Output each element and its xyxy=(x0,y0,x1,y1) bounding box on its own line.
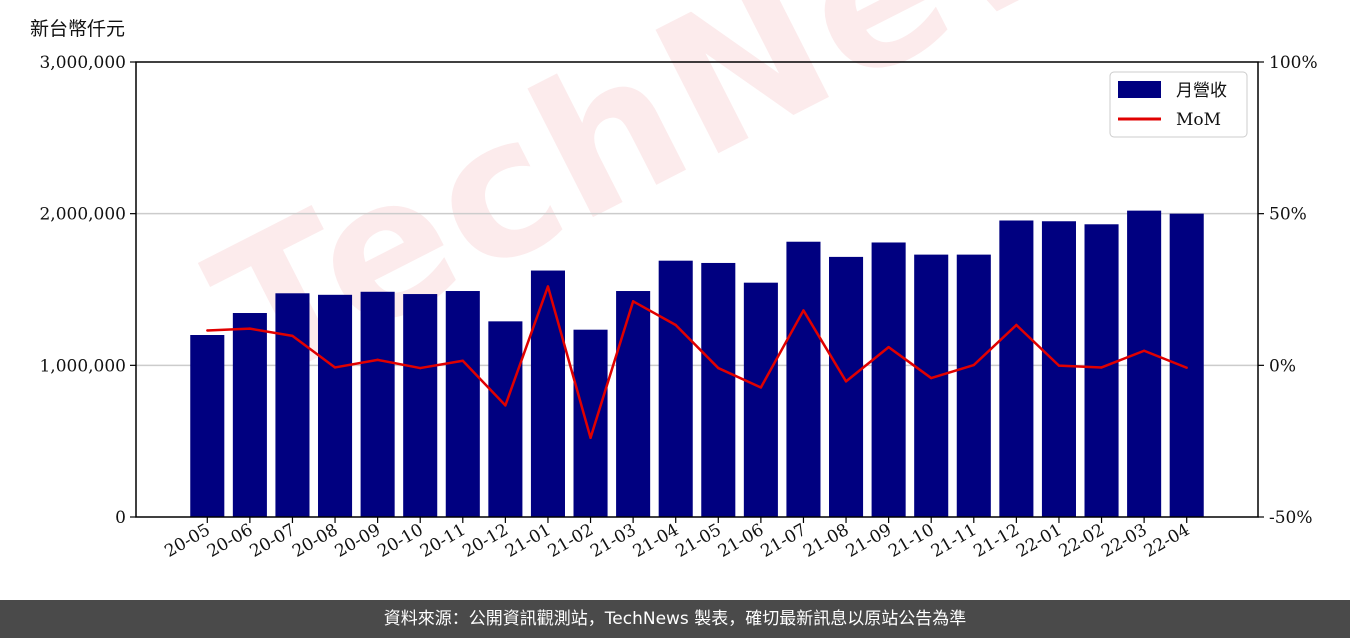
bar-21-02 xyxy=(573,329,608,517)
bar-20-06 xyxy=(232,313,267,517)
mom-point-22-01 xyxy=(1057,364,1061,367)
bar-21-01 xyxy=(530,270,565,517)
x-tick-label: 21-11 xyxy=(928,520,980,562)
x-tick-label: 21-03 xyxy=(587,520,639,562)
x-tick-label: 22-04 xyxy=(1141,520,1193,562)
y-axis-unit-label: 新台幣仟元 xyxy=(30,18,126,40)
x-tick-label: 21-01 xyxy=(502,520,554,562)
mom-point-21-09 xyxy=(887,345,890,349)
legend-label-bar: 月營收 xyxy=(1176,81,1227,101)
x-tick-label: 21-12 xyxy=(970,520,1022,562)
mom-line xyxy=(207,285,1188,440)
mom-point-20-11 xyxy=(461,359,464,362)
x-tick-label: 21-06 xyxy=(715,520,767,562)
bar-20-12 xyxy=(488,321,523,517)
x-tick-label: 20-10 xyxy=(374,520,426,562)
legend-label-line: MoM xyxy=(1176,110,1221,130)
x-tick-label: 21-02 xyxy=(545,520,597,562)
x-tick-label: 22-03 xyxy=(1098,520,1150,562)
x-tick-label: 20-07 xyxy=(247,520,299,562)
bar-20-07 xyxy=(275,293,310,517)
x-tick-label: 20-08 xyxy=(289,520,341,562)
x-tick-label: 20-05 xyxy=(161,520,213,562)
mom-point-21-08 xyxy=(844,380,848,383)
mom-point-20-06 xyxy=(248,327,252,330)
mom-point-20-07 xyxy=(291,334,294,338)
x-tick-label: 21-07 xyxy=(758,520,810,562)
plot-frame xyxy=(135,61,1259,518)
x-tick-label: 20-06 xyxy=(204,520,256,562)
x-tick-label: 20-12 xyxy=(459,520,511,562)
bar-20-11 xyxy=(445,291,480,517)
x-tick-label: 20-11 xyxy=(417,520,469,562)
y2-tick-label: 0% xyxy=(1269,356,1296,376)
bar-20-10 xyxy=(403,294,438,517)
source-footer: 資料來源：公開資訊觀測站，TechNews 製表，確切最新訊息以原站公告為準 xyxy=(0,600,1350,638)
mom-point-22-03 xyxy=(1142,349,1146,352)
x-axis: 20-0520-0620-0720-0820-0920-1020-1120-12… xyxy=(161,517,1193,562)
bar-22-02 xyxy=(1084,224,1119,518)
bar-20-05 xyxy=(190,335,225,517)
bar-20-08 xyxy=(318,294,353,517)
revenue-bars xyxy=(190,210,1204,518)
bar-21-12 xyxy=(999,220,1034,517)
bar-21-03 xyxy=(616,291,651,517)
x-tick-label: 21-08 xyxy=(800,520,852,562)
bar-21-10 xyxy=(914,254,949,517)
mom-point-21-02 xyxy=(589,436,592,440)
right-y-axis: -50% 0% 50% 100% xyxy=(1258,53,1318,528)
y-tick-label: 0 xyxy=(115,508,126,528)
mom-point-21-01 xyxy=(546,285,550,288)
bar-22-04 xyxy=(1169,213,1204,517)
bar-21-06 xyxy=(743,282,778,517)
mom-point-21-05 xyxy=(717,366,720,370)
bar-21-07 xyxy=(786,241,821,517)
y-tick-label: 1,000,000 xyxy=(39,356,126,376)
y2-tick-label: 100% xyxy=(1269,53,1318,73)
mom-point-22-02 xyxy=(1100,366,1103,369)
mom-point-22-04 xyxy=(1185,366,1188,369)
bar-22-01 xyxy=(1041,221,1076,517)
mom-point-21-11 xyxy=(972,363,975,367)
mom-point-21-04 xyxy=(674,323,677,327)
x-tick-label: 20-09 xyxy=(332,520,384,562)
x-tick-label: 21-05 xyxy=(672,520,724,562)
x-tick-label: 22-01 xyxy=(1013,520,1065,562)
bar-21-11 xyxy=(956,254,991,517)
y-tick-label: 2,000,000 xyxy=(39,205,126,225)
y2-tick-label: -50% xyxy=(1269,508,1313,528)
bar-22-03 xyxy=(1127,210,1162,517)
y2-tick-label: 50% xyxy=(1269,205,1307,225)
mom-point-20-12 xyxy=(504,404,507,407)
x-tick-label: 21-10 xyxy=(885,520,937,562)
mom-point-20-10 xyxy=(419,366,422,370)
bar-21-05 xyxy=(701,262,736,517)
bar-20-09 xyxy=(360,291,395,517)
x-tick-label: 22-02 xyxy=(1056,520,1108,562)
y-tick-label: 3,000,000 xyxy=(39,53,126,73)
mom-line-layer xyxy=(206,285,1188,440)
left-y-axis: 0 1,000,000 2,000,000 3,000,000 xyxy=(39,53,136,528)
mom-point-20-08 xyxy=(333,366,337,369)
legend: 月營收 MoM xyxy=(1109,71,1248,138)
mom-point-20-05 xyxy=(206,329,209,332)
revenue-chart: 0 1,000,000 2,000,000 3,000,000 -50% 0% 50% 10… xyxy=(39,53,1318,562)
x-tick-label: 21-04 xyxy=(630,520,682,562)
bar-21-09 xyxy=(871,242,906,517)
x-tick-label: 21-09 xyxy=(843,520,895,562)
mom-point-21-03 xyxy=(631,300,635,303)
mom-point-21-06 xyxy=(759,386,763,389)
bar-21-04 xyxy=(658,260,693,517)
mom-point-21-12 xyxy=(1015,323,1018,327)
mom-point-21-07 xyxy=(802,309,805,312)
legend-swatch-bar xyxy=(1118,81,1161,98)
mom-point-20-09 xyxy=(376,358,379,362)
bar-21-08 xyxy=(829,256,864,517)
mom-point-21-10 xyxy=(930,376,933,380)
